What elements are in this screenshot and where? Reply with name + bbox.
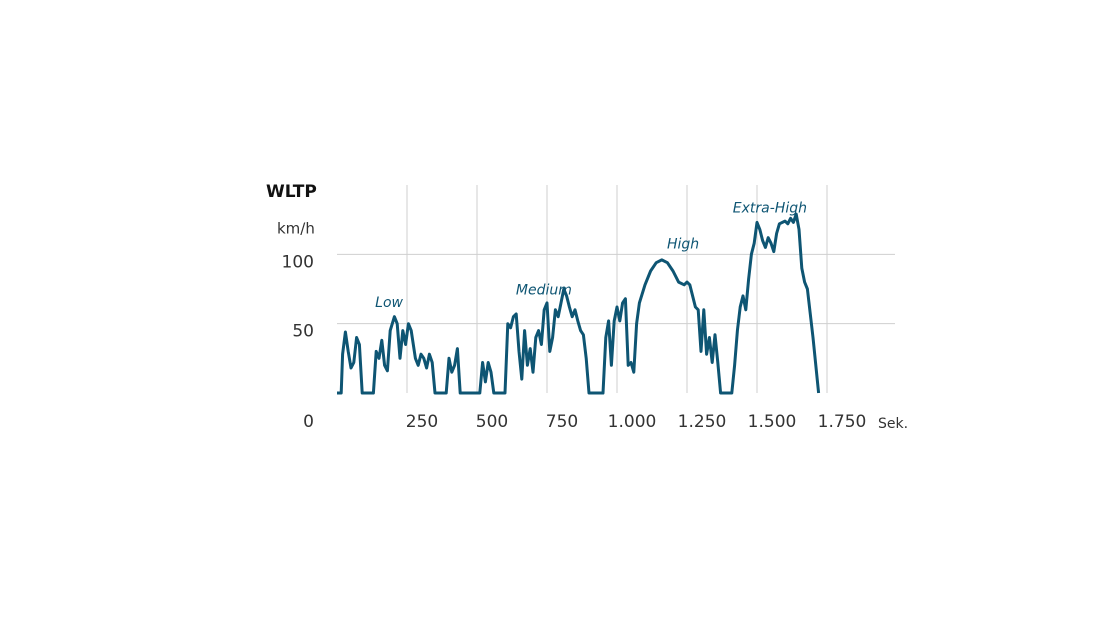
x-tick-label: 500 <box>476 412 508 432</box>
x-tick-label: 1.500 <box>748 412 797 432</box>
phase-label: Medium <box>516 282 572 298</box>
y-tick-label: 100 <box>282 252 314 272</box>
x-tick-label: 1.250 <box>678 412 727 432</box>
x-tick-label: 1.750 <box>818 412 867 432</box>
speed-line <box>337 212 821 395</box>
x-tick-label: 750 <box>546 412 578 432</box>
chart-title: WLTP <box>266 182 317 202</box>
phase-label: Low <box>375 295 403 311</box>
phase-label: High <box>667 237 699 253</box>
phase-label: Extra-High <box>733 201 807 217</box>
x-tick-label: 1.000 <box>608 412 657 432</box>
y-tick-label: 50 <box>292 322 314 342</box>
x-tick-label: 250 <box>406 412 438 432</box>
y-axis-label: km/h <box>277 220 315 238</box>
x-axis-label: Sek. <box>878 416 908 432</box>
y-tick-label: 0 <box>303 412 314 432</box>
